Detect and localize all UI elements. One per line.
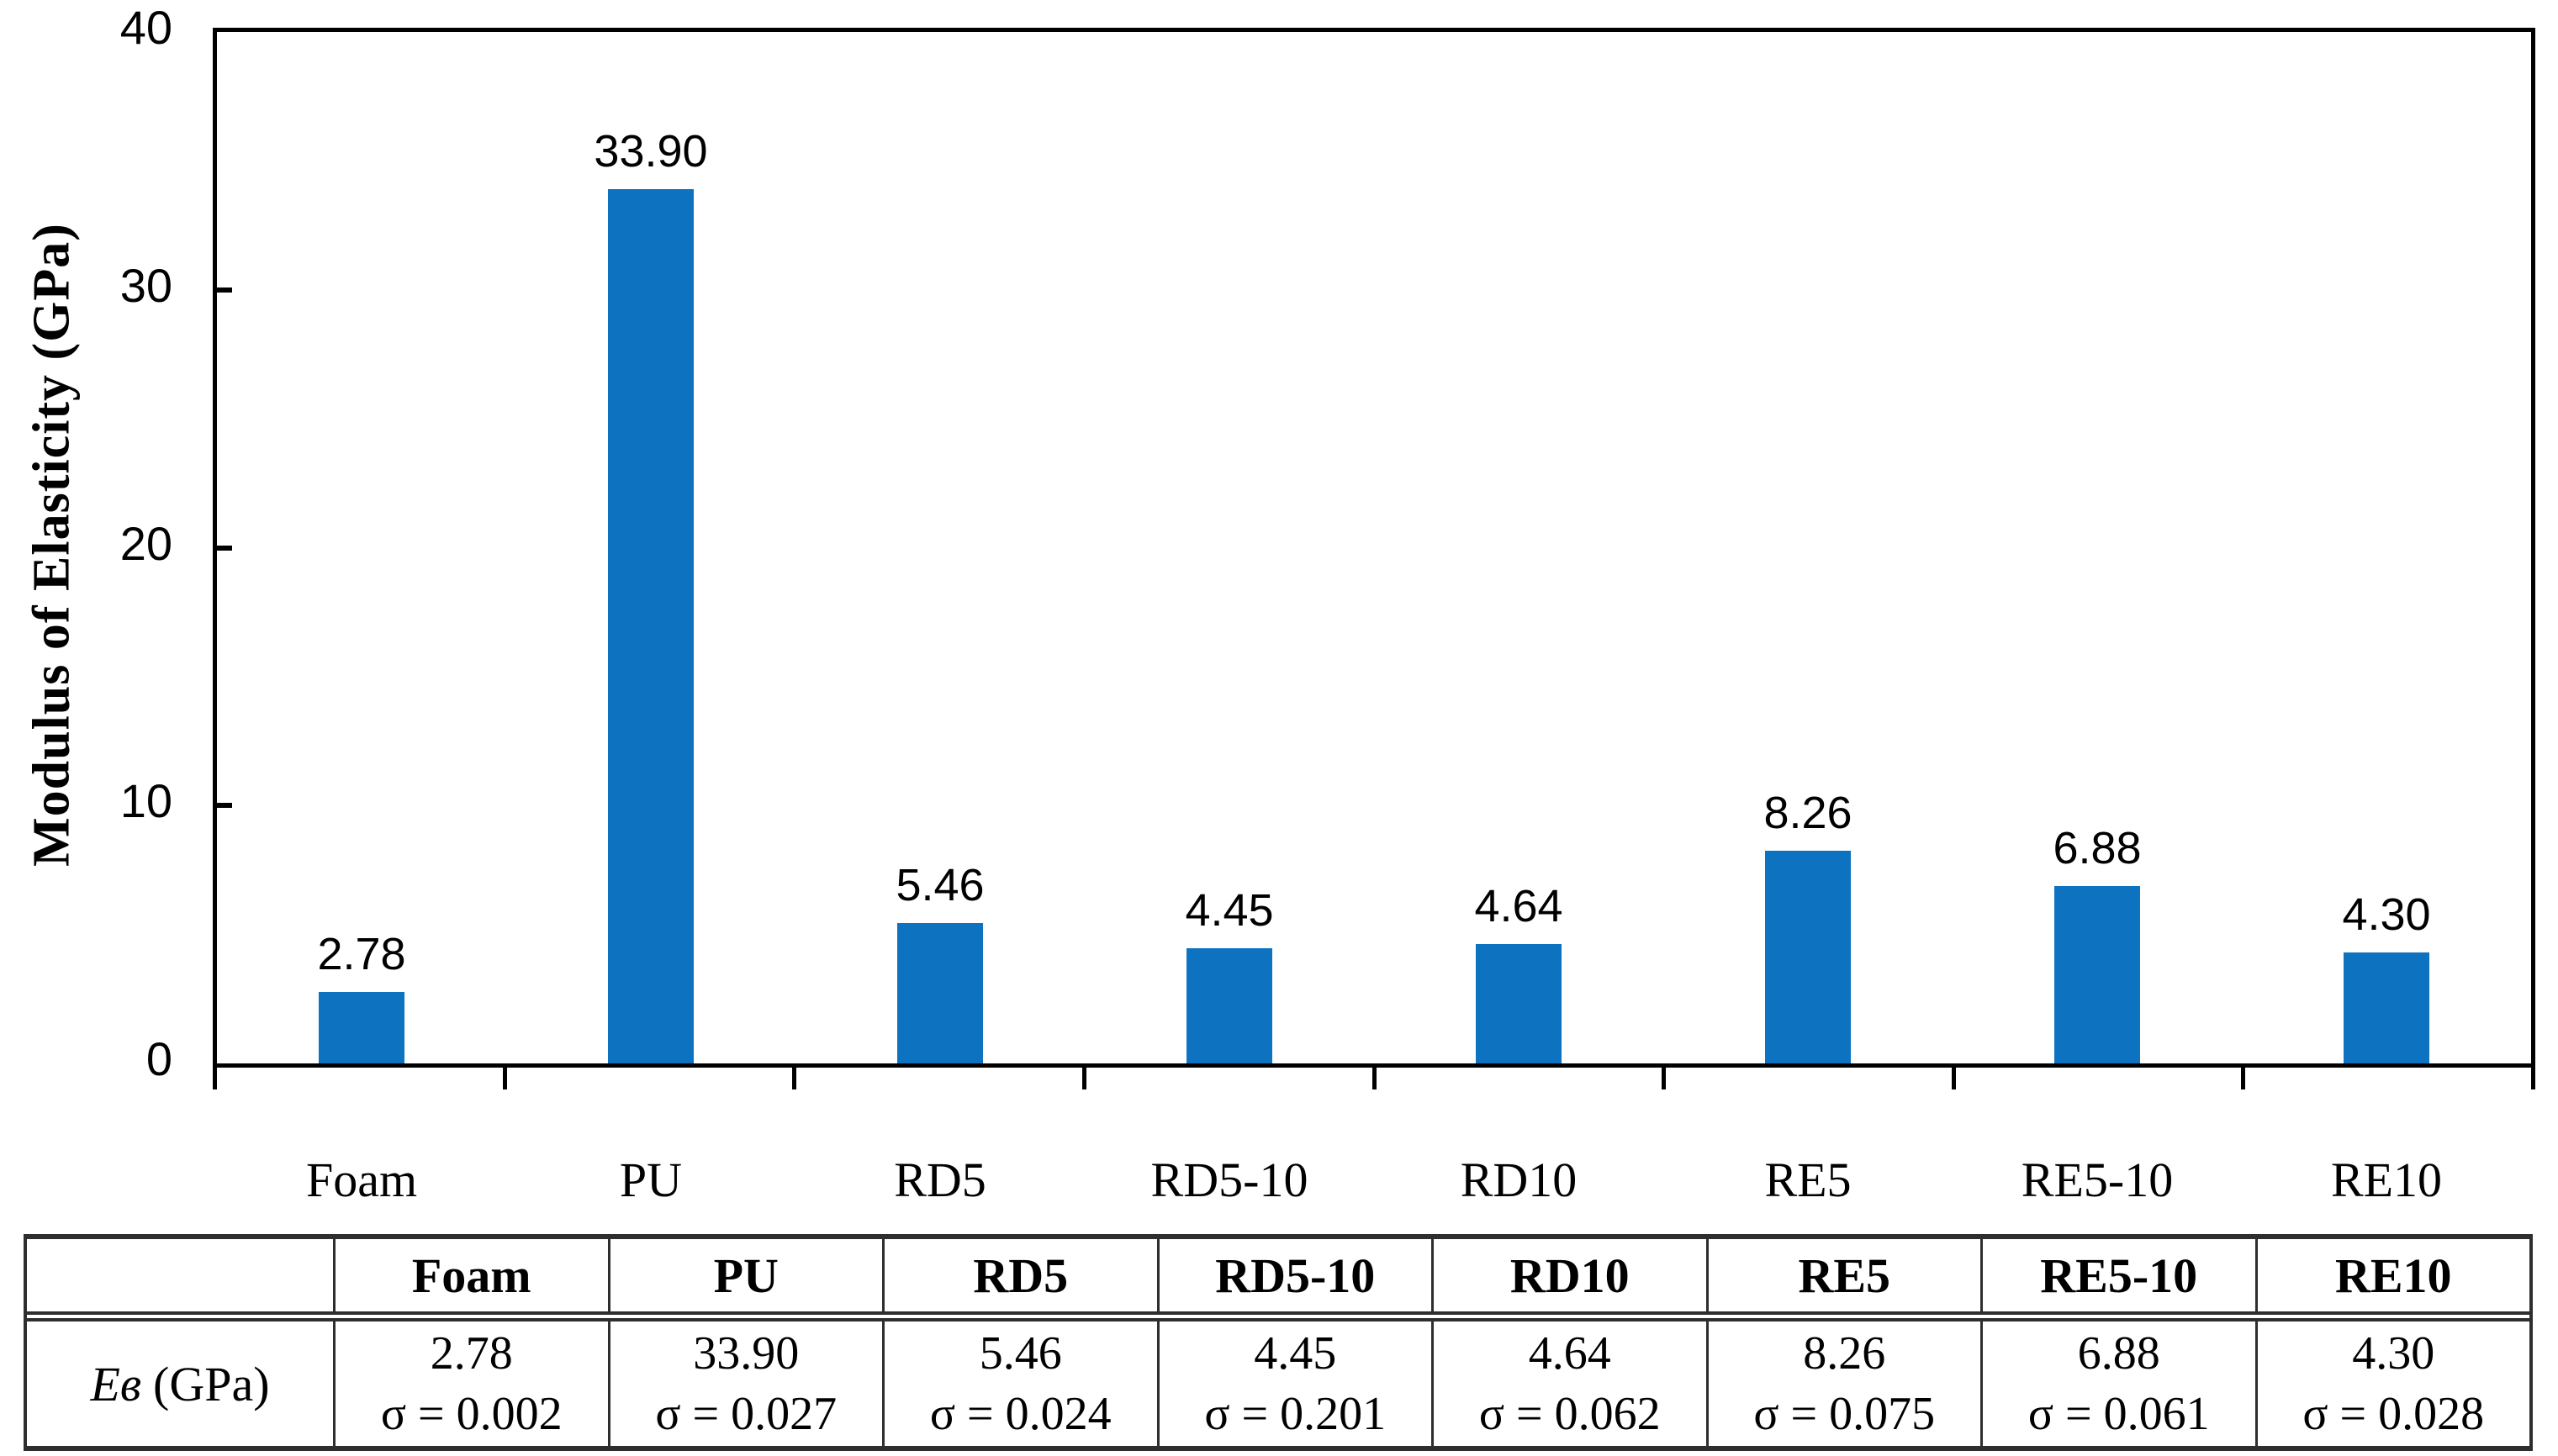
sigma-value-re10: σ = 0.028 (2302, 1388, 2485, 1440)
y-tick-label-0: 0 (145, 1032, 172, 1085)
sigma-value-rd5: σ = 0.024 (929, 1388, 1112, 1440)
bar-value-label-foam: 2.78 (317, 929, 406, 979)
bar-foam (319, 992, 404, 1063)
bar-value-label-re5: 8.26 (1763, 788, 1852, 838)
bar-pu (608, 189, 694, 1063)
x-category-label-foam: Foam (305, 1153, 418, 1207)
table-header-rd5: RD5 (885, 1239, 1160, 1311)
x-category-label-rd5-10: RD5-10 (1150, 1153, 1308, 1207)
x-category-label-rd10: RD10 (1460, 1153, 1578, 1207)
x-tick-mark-2 (792, 1066, 796, 1089)
table-header-rd10: RD10 (1434, 1239, 1709, 1311)
row-label-unit: (GPa) (153, 1356, 270, 1411)
sigma-value-re5: σ = 0.075 (1753, 1388, 1936, 1440)
x-category-label-re5: RE5 (1764, 1153, 1852, 1207)
sigma-value-re5-10: σ = 0.061 (2027, 1388, 2210, 1440)
x-tick-mark-7 (2241, 1066, 2245, 1089)
modulus-value-rd5-10: 4.45 (1254, 1327, 1337, 1380)
modulus-value-re10: 4.30 (2352, 1327, 2435, 1380)
bar-re10 (2344, 952, 2429, 1063)
bar-value-label-rd5: 5.46 (896, 860, 985, 910)
bar-re5 (1765, 851, 1851, 1063)
modulus-value-pu: 33.90 (693, 1327, 800, 1380)
x-axis-ticks (213, 1066, 2535, 1089)
table-header-row: Foam PU RD5 RD5-10 RD10 RE5 RE5-10 RE10 (27, 1239, 2529, 1321)
x-axis-category-labels: Foam PU RD5 RD5-10 RD10 RE5 RE5-10 RE10 (213, 1153, 2535, 1221)
x-tick-mark-0 (213, 1066, 217, 1089)
x-tick-mark-3 (1082, 1066, 1086, 1089)
bar-value-label-re10: 4.30 (2342, 889, 2431, 940)
x-category-label-pu: PU (619, 1153, 683, 1207)
x-tick-mark-8 (2531, 1066, 2535, 1089)
table-header-re10: RE10 (2334, 1248, 2452, 1303)
results-table: Foam PU RD5 RD5-10 RD10 RE5 RE5-10 RE10 Eв (GPa)… (24, 1234, 2533, 1451)
sigma-value-rd10: σ = 0.062 (1478, 1388, 1661, 1440)
y-tick-mark-10 (217, 803, 232, 808)
table-header-foam: Foam (336, 1239, 610, 1311)
bar-value-label-re5-10: 6.88 (2053, 823, 2142, 873)
modulus-value-re5-10: 6.88 (2077, 1327, 2160, 1380)
table-cell-rd10: 4.64 σ = 0.062 (1434, 1321, 1709, 1446)
x-tick-mark-1 (503, 1066, 507, 1089)
table-cell-pu: 33.90 σ = 0.027 (610, 1321, 885, 1446)
table-header-re5: RE5 (1709, 1239, 1983, 1311)
table-cell-re5-10: 6.88 σ = 0.061 (1983, 1321, 2258, 1446)
sigma-value-rd5-10: σ = 0.201 (1204, 1388, 1387, 1440)
bar-rd5-10 (1187, 948, 1272, 1063)
y-tick-label-40: 40 (119, 1, 172, 54)
bar-re5-10 (2054, 886, 2140, 1063)
table-cell-rd5: 5.46 σ = 0.024 (885, 1321, 1160, 1446)
bar-value-label-rd5-10: 4.45 (1185, 885, 1274, 936)
sigma-value-foam: σ = 0.002 (380, 1388, 563, 1440)
table-cell-re5: 8.26 σ = 0.075 (1709, 1321, 1983, 1446)
y-tick-label-20: 20 (119, 517, 172, 570)
table-corner-cell (27, 1239, 336, 1311)
bar-rd10 (1476, 944, 1562, 1063)
row-label-symbol: Eв (90, 1356, 142, 1411)
x-category-label-re5-10: RE5-10 (2021, 1153, 2174, 1207)
modulus-value-rd10: 4.64 (1528, 1327, 1611, 1380)
table-row-label: Eв (GPa) (27, 1321, 336, 1446)
modulus-value-foam: 2.78 (430, 1327, 513, 1380)
sigma-value-pu: σ = 0.027 (655, 1388, 838, 1440)
table-header-rd5-10: RD5-10 (1160, 1239, 1434, 1311)
table-data-row: Eв (GPa) 2.78 σ = 0.002 33.90 σ = 0.027 5.46 σ… (27, 1321, 2529, 1446)
x-category-label-rd5: RD5 (894, 1153, 986, 1207)
x-category-label-re10: RE10 (2330, 1153, 2443, 1207)
y-tick-label-10: 10 (119, 774, 172, 827)
x-tick-mark-4 (1372, 1066, 1377, 1089)
modulus-value-rd5: 5.46 (979, 1327, 1062, 1380)
x-tick-mark-5 (1662, 1066, 1666, 1089)
bar-value-label-rd10: 4.64 (1474, 881, 1563, 931)
x-tick-mark-6 (1952, 1066, 1956, 1089)
table-header-pu: PU (610, 1239, 885, 1311)
table-cell-rd5-10: 4.45 σ = 0.201 (1160, 1321, 1434, 1446)
y-axis-tick-labels: 0 10 20 30 40 (0, 4, 172, 1083)
y-tick-mark-30 (217, 288, 232, 293)
bar-value-label-pu: 33.90 (594, 126, 708, 177)
y-tick-label-30: 30 (119, 259, 172, 312)
table-cell-re10: 4.30 σ = 0.028 (2258, 1321, 2530, 1446)
table-cell-foam: 2.78 σ = 0.002 (336, 1321, 610, 1446)
modulus-value-re5: 8.26 (1803, 1327, 1886, 1380)
y-tick-mark-20 (217, 546, 232, 551)
bar-rd5 (897, 923, 983, 1063)
plot-area: 2.78 33.90 5.46 4.45 4.64 8.26 6.88 4.30 (213, 28, 2535, 1068)
table-header-re5-10: RE5-10 (1983, 1239, 2258, 1311)
